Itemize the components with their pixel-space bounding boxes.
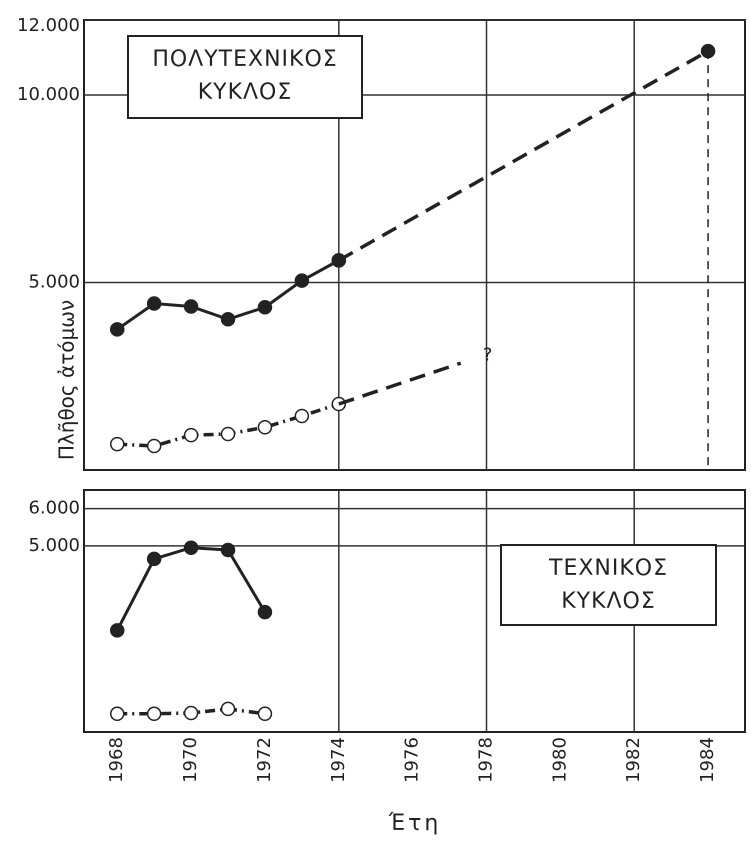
y-tick-label: 12.000: [17, 15, 80, 36]
point: [109, 623, 125, 638]
point: [257, 706, 273, 722]
series-line: [338, 361, 462, 406]
y-tick-label: 10.000: [17, 84, 80, 105]
point: [109, 436, 125, 452]
chart-title: ΚΥΚΛΟΣ: [198, 80, 293, 105]
x-tick-label: 1984: [697, 737, 718, 783]
x-tick-label: 1982: [623, 737, 644, 783]
y-axis-label: Πλῆθος ἀτόμων: [55, 300, 79, 460]
x-tick-label: 1976: [402, 737, 423, 783]
point: [220, 701, 236, 717]
point: [294, 273, 310, 288]
point: [183, 705, 199, 721]
series-line: [337, 49, 709, 262]
point: [183, 427, 199, 443]
point: [257, 300, 273, 315]
point: [109, 322, 125, 337]
y-tick-label: 5.000: [28, 535, 80, 556]
title-box: [500, 544, 717, 626]
y-tick-label: 6.000: [28, 498, 80, 519]
point: [146, 706, 162, 722]
x-tick-label: 1980: [549, 737, 570, 783]
point: [220, 426, 236, 442]
title-box: [127, 35, 363, 119]
point: [146, 551, 162, 567]
annotation: ?: [483, 345, 493, 366]
plot-frame: [83, 489, 746, 733]
point: [220, 542, 236, 558]
chart-title: ΠΟΛΥΤΕΧΝΙΚΟΣ: [152, 47, 337, 72]
series-line: [115, 546, 267, 632]
point: [183, 540, 199, 555]
point: [700, 43, 716, 59]
point: [331, 253, 347, 268]
point: [257, 604, 273, 620]
x-axis-label: Έτη: [388, 811, 442, 836]
point: [146, 438, 162, 454]
point: [109, 706, 125, 722]
point: [183, 299, 199, 314]
x-tick-label: 1970: [180, 737, 201, 783]
point: [257, 420, 273, 435]
x-tick-label: 1968: [106, 737, 127, 783]
point: [220, 312, 236, 327]
point: [146, 296, 162, 311]
chart-title: ΤΕΧΝΙΚΟΣ: [548, 556, 668, 581]
chart-title: ΚΥΚΛΟΣ: [561, 589, 656, 614]
x-tick-label: 1978: [476, 737, 497, 783]
point: [294, 408, 310, 424]
x-tick-label: 1974: [328, 737, 349, 783]
y-tick-label: 5.000: [28, 272, 80, 293]
x-tick-label: 1972: [254, 737, 275, 783]
